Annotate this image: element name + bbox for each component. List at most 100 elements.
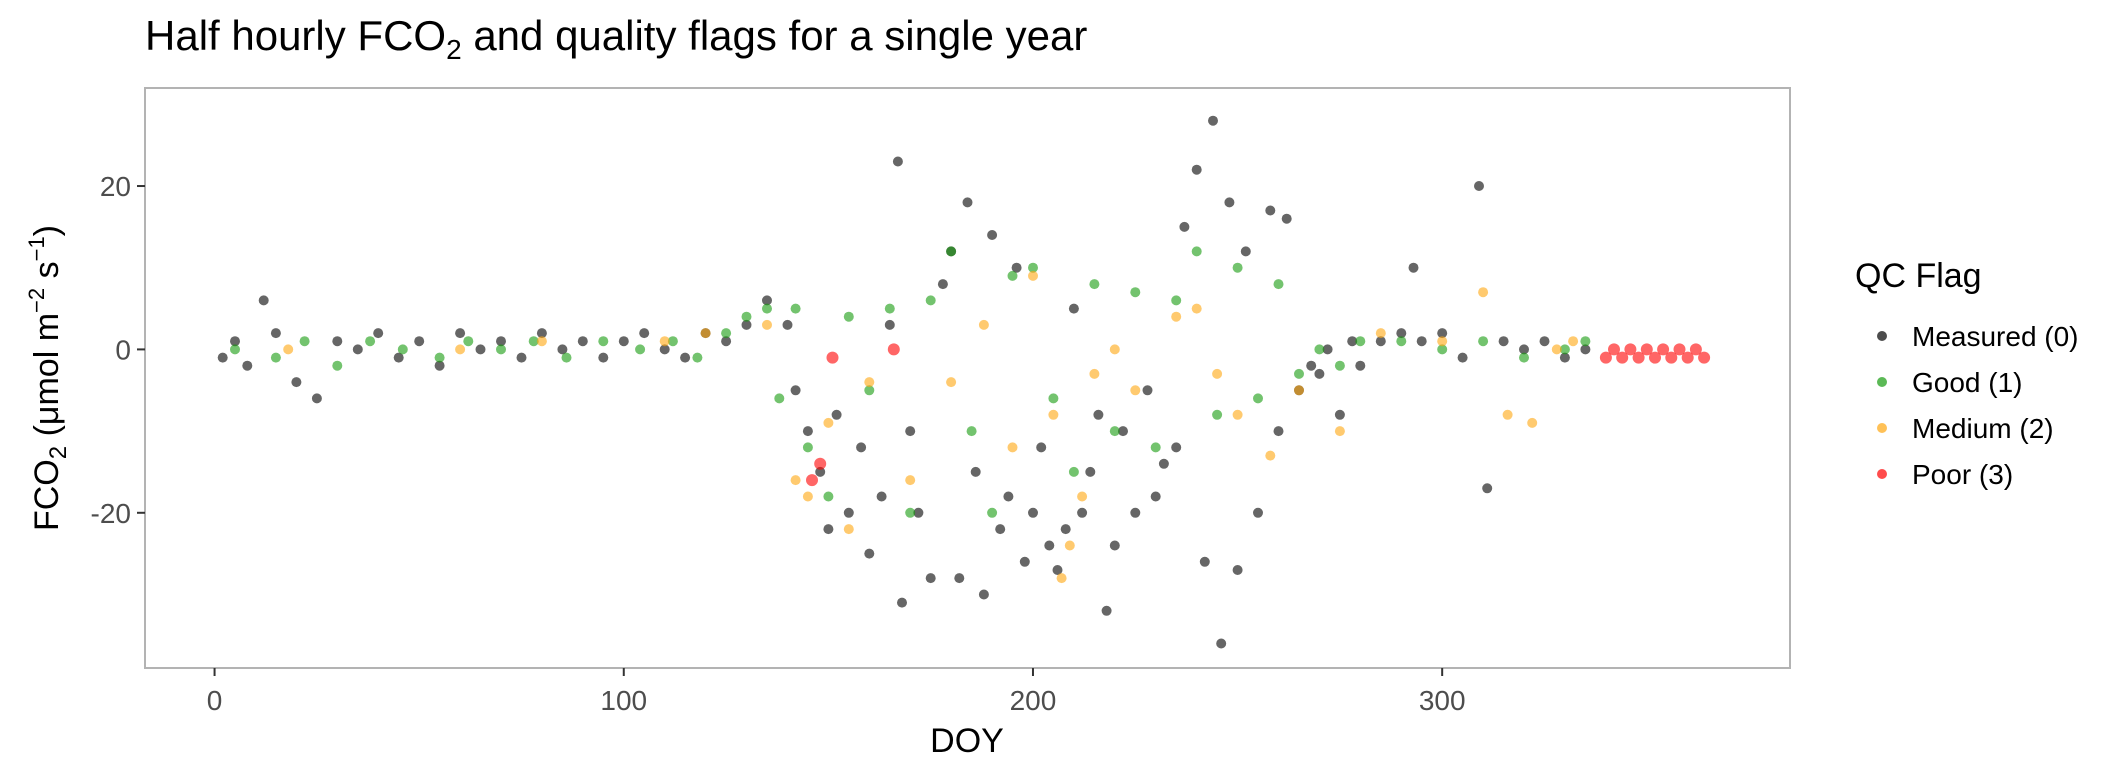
data-point	[892, 156, 903, 167]
data-point	[946, 246, 957, 257]
data-point	[1130, 385, 1141, 396]
data-point	[1665, 351, 1678, 364]
data-point	[782, 319, 793, 330]
data-point	[1191, 164, 1202, 175]
data-point	[802, 426, 813, 437]
data-point	[1191, 303, 1202, 314]
data-point	[475, 344, 486, 355]
data-point	[884, 303, 895, 314]
data-point	[230, 336, 240, 347]
x-tick-label: 300	[1419, 685, 1466, 716]
data-point	[577, 336, 588, 347]
data-point	[1056, 573, 1067, 584]
data-point	[1273, 426, 1284, 437]
data-point	[1060, 524, 1071, 535]
data-point	[516, 352, 527, 363]
data-point	[1437, 336, 1448, 347]
data-point	[1580, 336, 1591, 347]
legend: QC Flag Measured (0) Good (1) Medium (2) Po…	[1855, 257, 2079, 490]
legend-key	[1877, 377, 1887, 387]
data-point	[1130, 287, 1141, 298]
data-point	[741, 311, 752, 322]
data-point	[397, 344, 408, 355]
data-point	[1334, 360, 1345, 371]
data-point	[1011, 262, 1022, 273]
data-point	[721, 336, 732, 347]
data-point	[1681, 351, 1694, 364]
y-axis-ticks: -20 0 20	[91, 171, 145, 529]
chart-title: Half hourly FCO2 and quality flags for a…	[145, 12, 1087, 65]
data-point	[905, 475, 916, 486]
data-point	[987, 230, 998, 240]
data-point	[762, 295, 772, 306]
data-point	[1224, 197, 1235, 208]
data-point	[618, 336, 629, 347]
data-point	[230, 344, 240, 355]
legend-entries: Measured (0) Good (1) Medium (2) Poor (3)	[1877, 321, 2079, 490]
data-point	[790, 303, 801, 314]
data-point	[1171, 442, 1182, 453]
data-point	[1457, 352, 1468, 363]
data-point	[1649, 351, 1661, 364]
data-point	[995, 524, 1006, 535]
data-point	[897, 597, 907, 608]
y-axis-title: FCO2 (μmol m−2 s−1)	[24, 225, 72, 531]
y-tick-label: 0	[115, 334, 131, 365]
data-point	[1216, 638, 1227, 649]
data-point	[496, 336, 506, 347]
data-point	[856, 442, 867, 453]
x-axis-title: DOY	[930, 722, 1004, 760]
data-point	[987, 507, 998, 518]
data-point	[1171, 295, 1182, 306]
y-axis-title-exponent-2: −1	[24, 236, 49, 261]
plot-panel	[144, 87, 1791, 669]
data-point	[978, 589, 989, 600]
data-point	[1599, 351, 1612, 364]
data-point	[1048, 409, 1059, 420]
data-point	[1568, 336, 1579, 347]
data-point	[1698, 351, 1711, 364]
data-point	[814, 457, 827, 470]
data-point	[1478, 287, 1489, 298]
data-point	[1028, 507, 1038, 518]
data-point	[659, 336, 670, 347]
data-point	[823, 491, 834, 502]
data-point	[1085, 466, 1096, 477]
data-point	[258, 295, 269, 306]
data-point	[1334, 409, 1345, 420]
y-axis-title-unit-close: )	[28, 225, 66, 236]
data-point	[1003, 491, 1014, 502]
data-point	[1640, 343, 1653, 356]
y-tick-label: -20	[91, 498, 131, 529]
data-point	[1539, 336, 1550, 347]
data-point	[680, 352, 691, 363]
data-point	[1498, 336, 1509, 347]
data-point	[905, 426, 916, 437]
legend-label: Poor (3)	[1912, 459, 2013, 490]
data-point	[1158, 458, 1169, 469]
data-point	[1294, 368, 1304, 379]
data-point	[1109, 344, 1120, 355]
y-axis-title-unit-open: (μmol m	[28, 313, 66, 446]
y-tick-label: 20	[100, 171, 131, 202]
data-point	[1416, 336, 1427, 347]
data-point	[1109, 426, 1120, 437]
y-axis-title-exponent-1: −2	[24, 288, 49, 313]
data-point	[864, 548, 875, 559]
data-point	[1019, 556, 1030, 567]
data-point	[1044, 540, 1055, 551]
data-point	[455, 344, 466, 355]
data-point	[1077, 491, 1088, 502]
x-tick-label: 200	[1010, 685, 1057, 716]
data-point	[1232, 565, 1243, 575]
data-point	[1064, 540, 1075, 551]
x-tick-label: 100	[600, 685, 647, 716]
data-point	[1478, 336, 1489, 347]
data-point	[1334, 426, 1345, 437]
data-point	[721, 328, 732, 339]
data-point	[966, 426, 977, 437]
data-point	[659, 344, 670, 355]
data-point	[843, 524, 854, 535]
data-point	[270, 352, 281, 363]
legend-key	[1877, 331, 1887, 341]
